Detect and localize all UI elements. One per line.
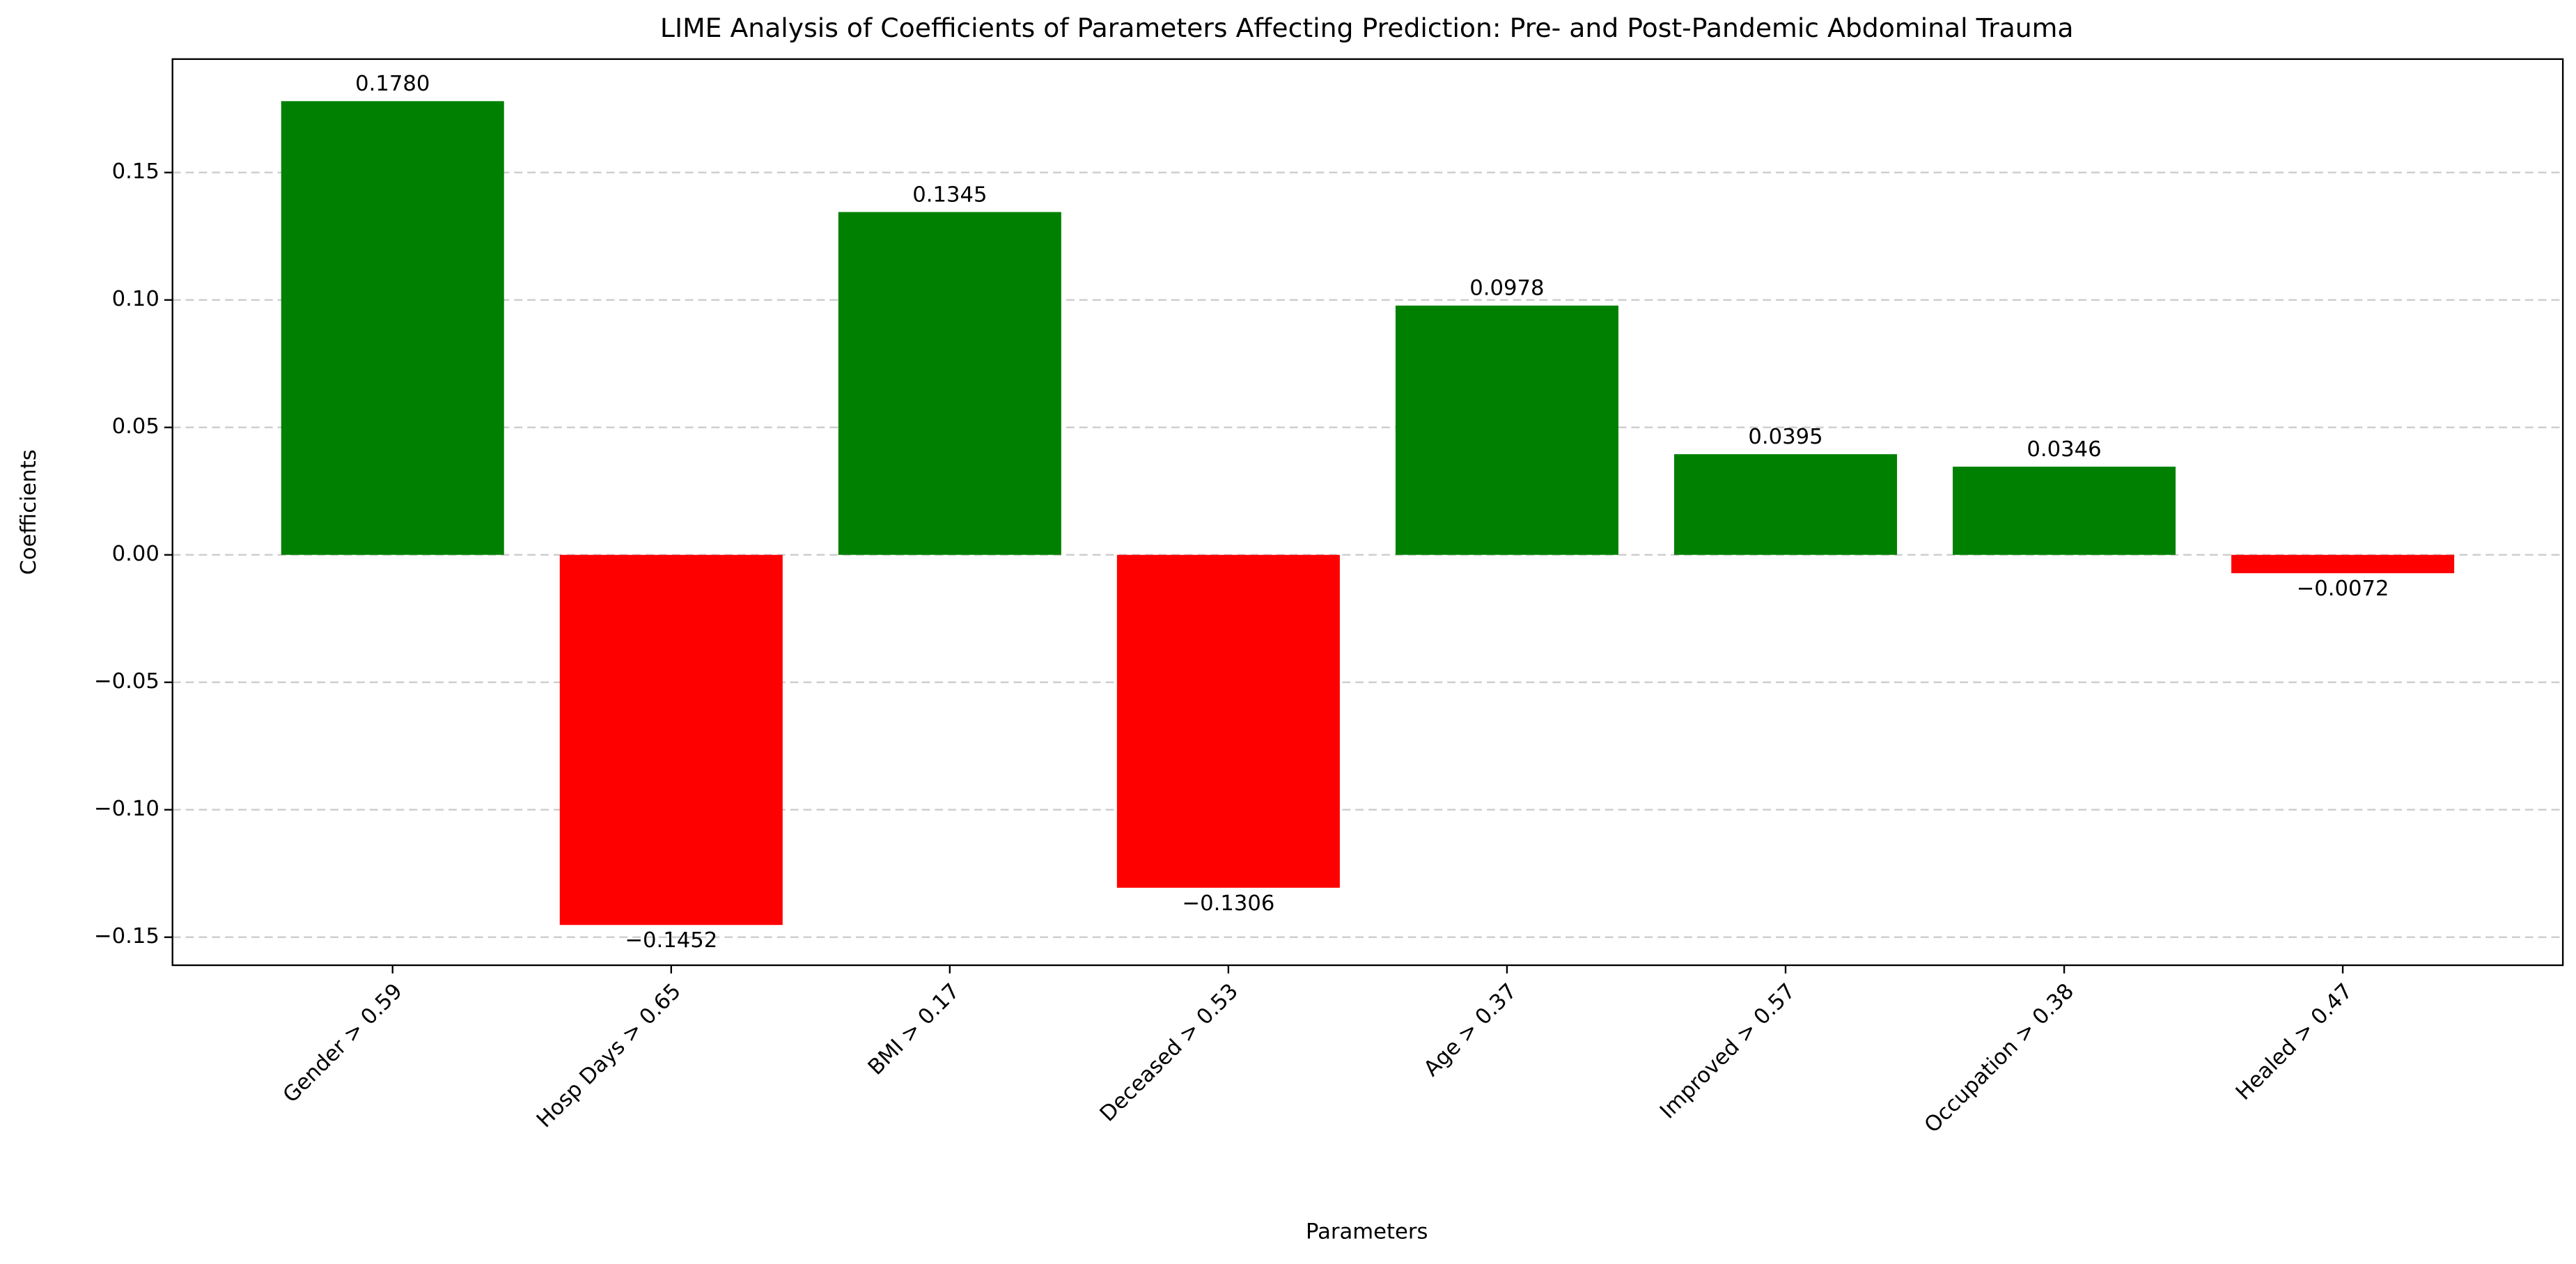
x-tick-label: Occupation > 0.38	[1920, 979, 2079, 1138]
y-tick-label: 0.00	[112, 542, 159, 566]
chart-title: LIME Analysis of Coefficients of Paramet…	[660, 13, 2074, 43]
y-tick-label: 0.10	[112, 287, 159, 311]
y-axis-label: Coefficients	[17, 449, 41, 575]
y-tick-label: 0.15	[112, 159, 159, 184]
bar	[1116, 554, 1340, 888]
value-label: 0.0978	[1469, 276, 1544, 301]
y-tick-label: −0.15	[94, 924, 159, 949]
value-label: 0.0395	[1748, 425, 1822, 449]
bar	[1953, 467, 2176, 555]
x-tick-label: Gender > 0.59	[279, 979, 407, 1108]
x-tick-label: Deceased > 0.53	[1095, 979, 1243, 1127]
bar	[1395, 305, 1618, 555]
x-tick-label: Improved > 0.57	[1655, 979, 1800, 1124]
value-label: 0.0346	[2027, 437, 2101, 462]
x-tick-label: Hosp Days > 0.65	[532, 979, 686, 1132]
bar	[281, 101, 504, 555]
y-tick-label: −0.10	[94, 797, 159, 821]
x-axis-label: Parameters	[1306, 1220, 1428, 1245]
y-tick-label: −0.05	[94, 669, 159, 694]
value-label: −0.1452	[625, 928, 717, 953]
value-label: 0.1345	[912, 182, 987, 207]
bar	[838, 212, 1061, 555]
value-label: −0.0072	[2297, 577, 2389, 601]
value-label: −0.1306	[1182, 891, 1274, 916]
x-tick-label: Healed > 0.47	[2231, 979, 2357, 1105]
y-tick-label: 0.05	[112, 414, 159, 439]
x-tick-label: Age > 0.37	[1419, 979, 1522, 1082]
bar	[559, 554, 783, 926]
value-label: 0.1780	[355, 72, 430, 96]
x-tick-label: BMI > 0.17	[864, 979, 965, 1080]
bar	[2231, 554, 2455, 574]
plot-frame	[171, 58, 2564, 967]
bar	[1673, 454, 1898, 555]
